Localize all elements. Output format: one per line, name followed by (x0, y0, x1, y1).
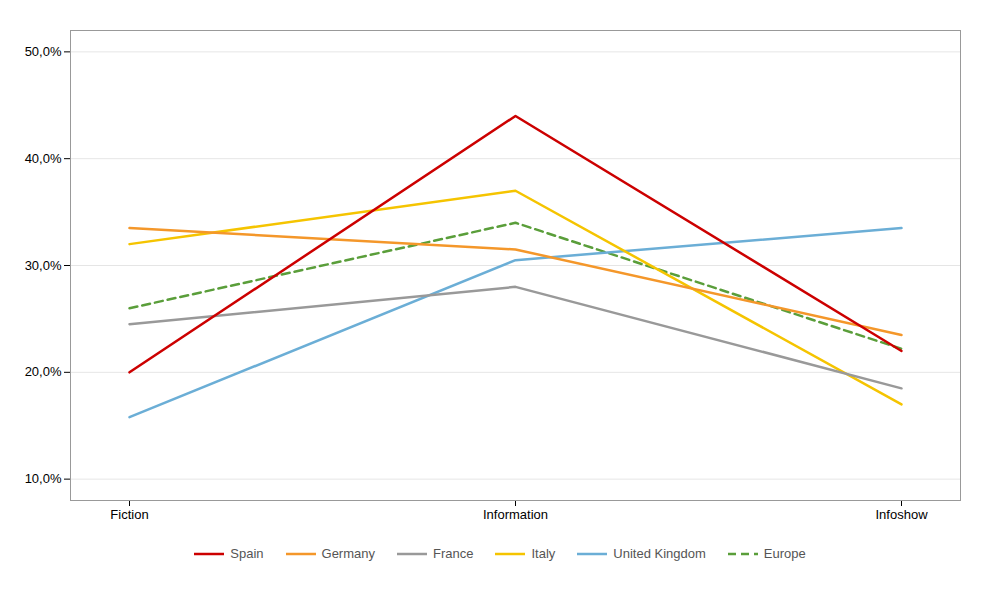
svg-text:Infoshow: Infoshow (875, 507, 928, 522)
svg-text:Fiction: Fiction (110, 507, 148, 522)
svg-text:50,0%: 50,0% (25, 44, 62, 59)
svg-text:20,0%: 20,0% (25, 364, 62, 379)
html-text:Italy: Italy (531, 546, 556, 561)
svg-text:Information: Information (483, 507, 548, 522)
html-text:Europe: Europe (763, 546, 806, 561)
html-text:United Kingdom: United Kingdom (613, 546, 706, 561)
html-text:Germany: Germany (321, 546, 375, 561)
html-text:France: France (433, 546, 474, 561)
html-text:Spain: Spain (230, 546, 264, 561)
svg-text:40,0%: 40,0% (25, 151, 62, 166)
svg-text:30,0%: 30,0% (25, 258, 62, 273)
svg-text:10,0%: 10,0% (25, 471, 62, 486)
